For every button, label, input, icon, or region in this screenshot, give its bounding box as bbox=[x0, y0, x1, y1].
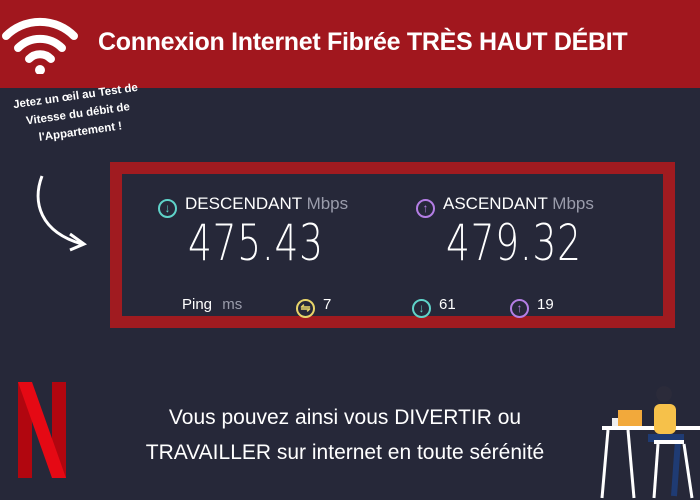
speedtest-panel: ↓ DESCENDANT Mbps 475.43 ↑ ASCENDANT Mbps … bbox=[110, 162, 675, 328]
ping-upload-icon: ↑ bbox=[510, 299, 529, 318]
download-arrow-icon: ↓ bbox=[158, 199, 177, 218]
page-title: Connexion Internet Fibrée TRÈS HAUT DÉBI… bbox=[98, 28, 628, 56]
upload-label: ↑ ASCENDANT Mbps bbox=[416, 194, 594, 218]
ping-download-icon: ↓ bbox=[412, 299, 431, 318]
upload-speed: 479.32 bbox=[446, 214, 582, 272]
netflix-logo bbox=[18, 382, 66, 478]
ping-idle: ⇋ 7 bbox=[296, 296, 331, 318]
curved-arrow-icon bbox=[36, 175, 88, 252]
ping-upload: ↑ 19 bbox=[510, 296, 554, 318]
download-label: ↓ DESCENDANT Mbps bbox=[158, 194, 348, 218]
upload-arrow-icon: ↑ bbox=[416, 199, 435, 218]
header-banner: Connexion Internet Fibrée TRÈS HAUT DÉBI… bbox=[0, 0, 700, 88]
person-working-illustration bbox=[600, 386, 700, 499]
ping-download: ↓ 61 bbox=[412, 296, 456, 318]
footer-message: Vous pouvez ainsi vous DIVERTIR ou TRAVA… bbox=[145, 406, 545, 464]
download-speed: 475.43 bbox=[188, 214, 324, 272]
annotation-note: Jetez un œil au Test de Vitesse du débit… bbox=[12, 81, 139, 144]
wifi-icon bbox=[2, 17, 78, 74]
ping-idle-icon: ⇋ bbox=[296, 299, 315, 318]
ping-label: Ping ms bbox=[182, 296, 243, 313]
